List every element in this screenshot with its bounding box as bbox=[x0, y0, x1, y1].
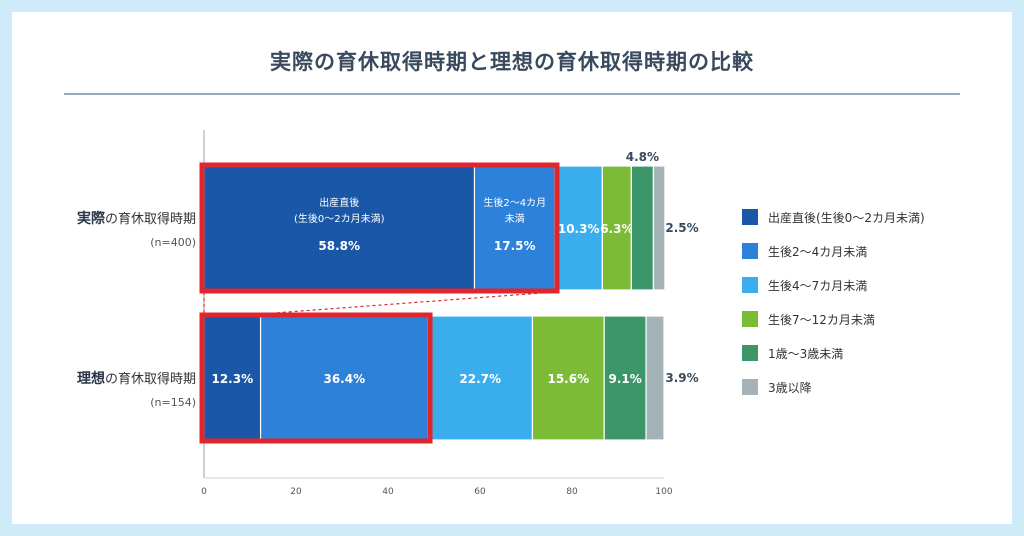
data-label: 2.5% bbox=[665, 221, 698, 235]
highlight-box-actual bbox=[199, 162, 560, 294]
segment-title: 出産直後 bbox=[319, 196, 359, 209]
legend-item: 生後7〜12カ月未満 bbox=[742, 302, 1002, 336]
highlight-box-ideal bbox=[199, 312, 433, 444]
legend-swatch bbox=[742, 277, 758, 293]
x-tick-label: 100 bbox=[655, 487, 672, 497]
data-label: 9.1% bbox=[608, 372, 641, 386]
legend-label: 生後4〜7カ月未満 bbox=[768, 278, 868, 293]
legend-label: 生後7〜12カ月未満 bbox=[768, 312, 875, 327]
row-label-ideal-rest: の育休取得時期 bbox=[104, 372, 196, 387]
x-tick-label: 20 bbox=[290, 487, 302, 497]
data-label: 3.9% bbox=[665, 371, 698, 385]
chart-legend: 出産直後(生後0〜2カ月未満) 生後2〜4カ月未満 生後4〜7カ月未満 生後7〜12カ… bbox=[742, 200, 1002, 404]
title-divider bbox=[64, 93, 960, 95]
bar-segment bbox=[630, 165, 655, 291]
data-label: 10.3% bbox=[558, 222, 600, 236]
row-sample-ideal: (n=154) bbox=[150, 396, 196, 409]
bar-segment bbox=[601, 165, 632, 291]
x-tick-label: 0 bbox=[201, 487, 207, 497]
bar-segment bbox=[473, 165, 556, 291]
legend-swatch bbox=[742, 345, 758, 361]
legend-item: 1歳〜3歳未満 bbox=[742, 336, 1002, 370]
legend-swatch bbox=[742, 311, 758, 327]
data-label: 36.4% bbox=[323, 372, 365, 386]
row-label-ideal-bold: 理想 bbox=[76, 371, 105, 387]
row-label-ideal: 理想の育休取得時期 (n=154) bbox=[40, 368, 196, 409]
legend-item: 生後2〜4カ月未満 bbox=[742, 234, 1002, 268]
row-label-actual: 実際の育休取得時期 (n=400) bbox=[40, 208, 196, 249]
row-sample-actual: (n=400) bbox=[150, 236, 196, 249]
bar-segment bbox=[531, 315, 605, 441]
data-label: 17.5% bbox=[494, 239, 536, 253]
legend-item: 3歳以降 bbox=[742, 370, 1002, 404]
legend-swatch bbox=[742, 243, 758, 259]
legend-swatch bbox=[742, 379, 758, 395]
bar-segment bbox=[554, 165, 603, 291]
x-tick-label: 40 bbox=[382, 487, 394, 497]
segment-title: (生後0〜2カ月未満) bbox=[294, 212, 385, 225]
legend-label: 出産直後(生後0〜2カ月未満) bbox=[768, 210, 925, 225]
row-label-actual-bold: 実際 bbox=[76, 211, 105, 227]
connector-line bbox=[260, 291, 556, 315]
segment-title: 未満 bbox=[505, 213, 525, 225]
row-label-actual-rest: の育休取得時期 bbox=[104, 212, 196, 227]
data-label: 58.8% bbox=[318, 239, 360, 253]
x-tick-label: 60 bbox=[474, 487, 486, 497]
legend-item: 生後4〜7カ月未満 bbox=[742, 268, 1002, 302]
legend-swatch bbox=[742, 209, 758, 225]
bar-segment bbox=[603, 315, 647, 441]
data-label: 15.6% bbox=[547, 372, 589, 386]
data-label: 6.3% bbox=[600, 222, 633, 236]
bar-segment bbox=[259, 315, 429, 441]
bar-segment bbox=[645, 315, 665, 441]
bar-segment bbox=[203, 165, 476, 291]
legend-label: 3歳以降 bbox=[768, 380, 812, 395]
legend-label: 1歳〜3歳未満 bbox=[768, 346, 844, 361]
legend-item: 出産直後(生後0〜2カ月未満) bbox=[742, 200, 1002, 234]
data-label: 12.3% bbox=[211, 372, 253, 386]
data-label: 4.8% bbox=[626, 150, 659, 164]
x-tick-label: 80 bbox=[566, 487, 578, 497]
bar-segment bbox=[652, 165, 666, 291]
chart-title: 実際の育休取得時期と理想の育休取得時期の比較 bbox=[270, 50, 754, 74]
segment-title: 生後2〜4カ月 bbox=[483, 196, 546, 209]
data-label: 22.7% bbox=[459, 372, 501, 386]
legend-label: 生後2〜4カ月未満 bbox=[768, 244, 868, 259]
bar-segment bbox=[203, 315, 262, 441]
